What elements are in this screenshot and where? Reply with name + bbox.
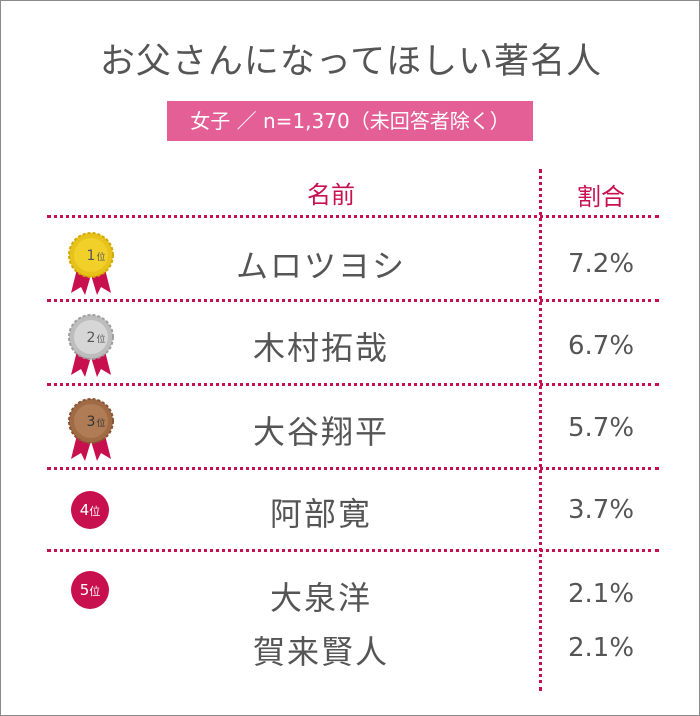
celebrity-name: 賀来賢人	[252, 633, 389, 671]
row-divider	[47, 549, 659, 552]
ratio-value: 5.7%	[567, 413, 635, 443]
celebrity-name: ムロツヨシ	[235, 247, 406, 285]
rank-suffix: 位	[96, 333, 105, 345]
ratio-value: 3.7%	[567, 495, 635, 525]
ratio-value: 2.1%	[567, 633, 635, 663]
rank-number: 2	[87, 330, 96, 346]
celebrity-name: 木村拓哉	[252, 329, 389, 367]
rank-number: 5	[79, 581, 90, 599]
column-header-name: 名前	[307, 181, 355, 209]
rank-suffix: 位	[89, 505, 101, 518]
rank-suffix: 位	[89, 585, 101, 598]
rank-number: 3	[87, 414, 96, 430]
column-divider	[539, 169, 542, 691]
ratio-value: 6.7%	[567, 331, 635, 361]
silver-medal-icon: 2 位	[68, 314, 114, 377]
column-header-ratio: 割合	[577, 183, 625, 211]
row-divider	[47, 215, 659, 218]
ratio-value: 2.1%	[567, 579, 635, 609]
rank-number: 1	[87, 248, 96, 264]
row-divider	[47, 299, 659, 302]
gold-medal-icon: 1 位	[68, 232, 114, 295]
row-divider	[47, 467, 659, 470]
celebrity-name: 阿部寛	[269, 495, 372, 533]
celebrity-name: 大泉洋	[269, 579, 372, 617]
ratio-value: 7.2%	[567, 249, 635, 279]
rank-badge: 5位	[71, 571, 109, 609]
row-divider	[47, 383, 659, 386]
rank-suffix: 位	[96, 251, 105, 263]
chart-title: お父さんになってほしい著名人	[99, 42, 603, 82]
rank-suffix: 位	[96, 417, 105, 429]
sample-badge: 女子 ／ n=1,370（未回答者除く）	[167, 101, 533, 141]
bronze-medal-icon: 3 位	[68, 398, 114, 461]
celebrity-name: 大谷翔平	[252, 413, 389, 451]
rank-number: 4	[79, 501, 90, 519]
rank-badge: 4位	[71, 491, 109, 529]
